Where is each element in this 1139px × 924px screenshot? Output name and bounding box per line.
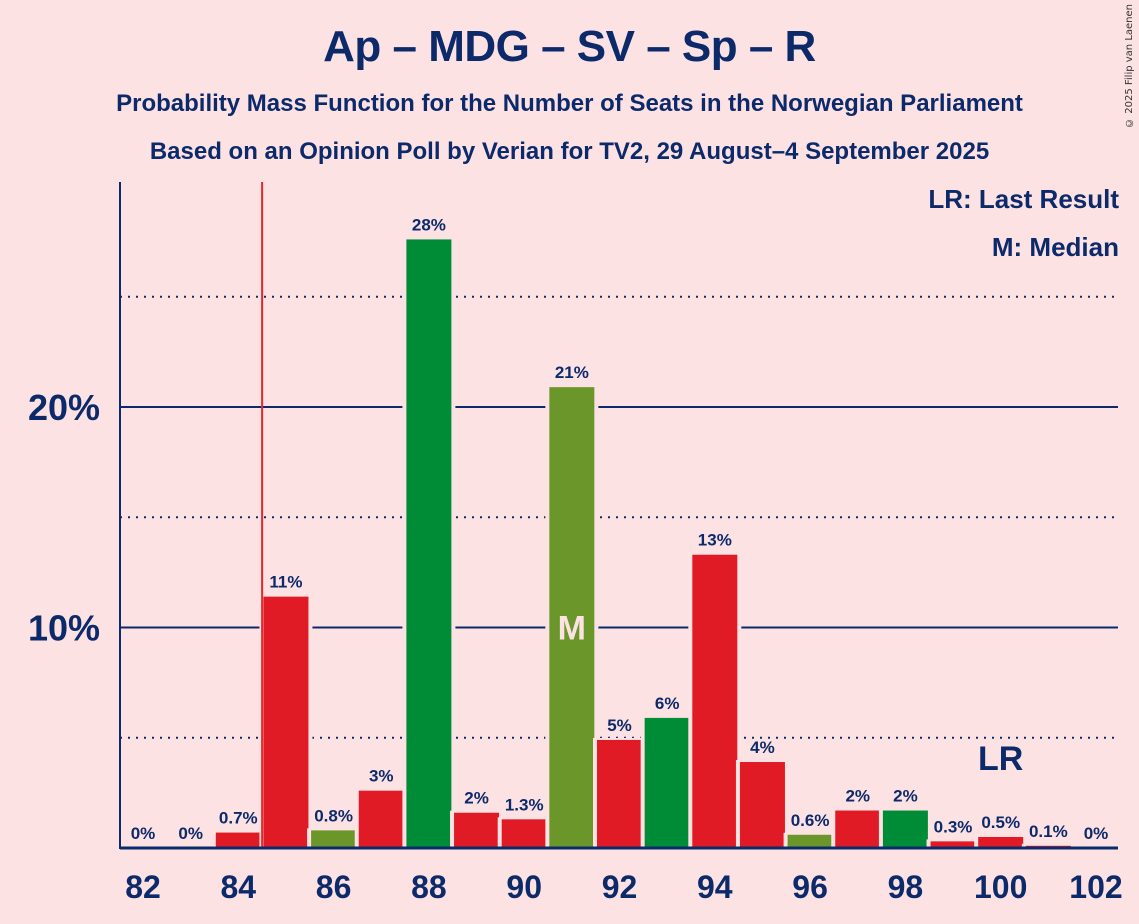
bar-seat-86	[311, 830, 357, 848]
data-label-seat-102: 0%	[1084, 824, 1109, 843]
bar-seat-97	[835, 810, 881, 848]
data-label-seat-85: 11%	[269, 573, 302, 592]
chart-subtitle: Probability Mass Function for the Number…	[116, 90, 1023, 117]
legend-last-result: LR: Last Result	[928, 184, 1119, 214]
axes: 10% 20% 82 84 86 88 90 92 94 96 98 100 102	[28, 182, 1123, 905]
x-tick-label-94: 94	[697, 869, 733, 905]
data-label-seat-84: 0.7%	[219, 809, 258, 828]
data-label-seat-98: 2%	[893, 787, 918, 806]
last-result-marker: LR	[978, 740, 1023, 778]
bar-seat-99	[930, 841, 976, 848]
data-label-seat-88: 28%	[412, 215, 446, 234]
data-label-seat-97: 2%	[845, 787, 870, 806]
bar-seat-85	[263, 596, 309, 848]
bar-seat-87	[358, 790, 404, 848]
bar-seat-93	[644, 717, 690, 848]
data-label-seat-99: 0.3%	[934, 817, 973, 836]
data-labels: 0% 0% 0.7% 11% 0.8% 3% 28% 2% 1.3% 21% M 5% 6% 13% 4% 0…	[131, 215, 1109, 843]
x-tick-label-88: 88	[411, 869, 447, 905]
median-marker: M	[558, 610, 586, 648]
bar-seat-100	[978, 836, 1024, 848]
data-label-seat-86: 0.8%	[314, 806, 353, 825]
bar-seat-95	[739, 762, 785, 848]
x-tick-label-100: 100	[974, 869, 1027, 905]
data-label-seat-87: 3%	[369, 767, 394, 786]
data-label-seat-93: 6%	[655, 694, 680, 713]
x-tick-label-90: 90	[506, 869, 542, 905]
data-label-seat-92: 5%	[607, 716, 632, 735]
x-tick-label-92: 92	[602, 869, 638, 905]
y-tick-label: 20%	[28, 387, 100, 428]
data-label-seat-89: 2%	[464, 789, 489, 808]
x-tick-label-102: 102	[1069, 869, 1122, 905]
x-tick-label-86: 86	[316, 869, 352, 905]
chart-source-subtitle: Based on an Opinion Poll by Verian for T…	[149, 138, 990, 165]
data-label-seat-101: 0.1%	[1029, 822, 1068, 841]
bar-seat-90	[501, 819, 547, 848]
data-label-seat-83: 0%	[178, 824, 203, 843]
x-tick-label-84: 84	[221, 869, 257, 905]
legend-median: M: Median	[991, 232, 1119, 262]
y-tick-label: 10%	[28, 608, 100, 649]
bar-seat-88	[406, 239, 452, 849]
bar-seat-89	[454, 812, 500, 848]
data-label-seat-90: 1.3%	[505, 795, 544, 814]
bars	[211, 237, 1075, 849]
chart-title: Ap – MDG – SV – Sp – R	[323, 22, 816, 71]
data-label-seat-91: 21%	[555, 363, 589, 382]
x-tick-label-96: 96	[792, 869, 828, 905]
data-label-seat-100: 0.5%	[981, 813, 1020, 832]
x-tick-label-82: 82	[125, 869, 161, 905]
bar-seat-91	[549, 387, 595, 848]
bar-seat-94	[692, 554, 738, 848]
bar-seat-98	[882, 810, 928, 848]
bar-seat-92	[597, 739, 642, 848]
x-tick-label-98: 98	[888, 869, 924, 905]
bar-seat-84	[215, 832, 261, 848]
data-label-seat-82: 0%	[131, 824, 156, 843]
data-label-seat-94: 13%	[698, 531, 732, 550]
data-label-seat-95: 4%	[750, 738, 775, 757]
bar-seat-96	[787, 834, 833, 848]
data-label-seat-96: 0.6%	[791, 811, 830, 830]
